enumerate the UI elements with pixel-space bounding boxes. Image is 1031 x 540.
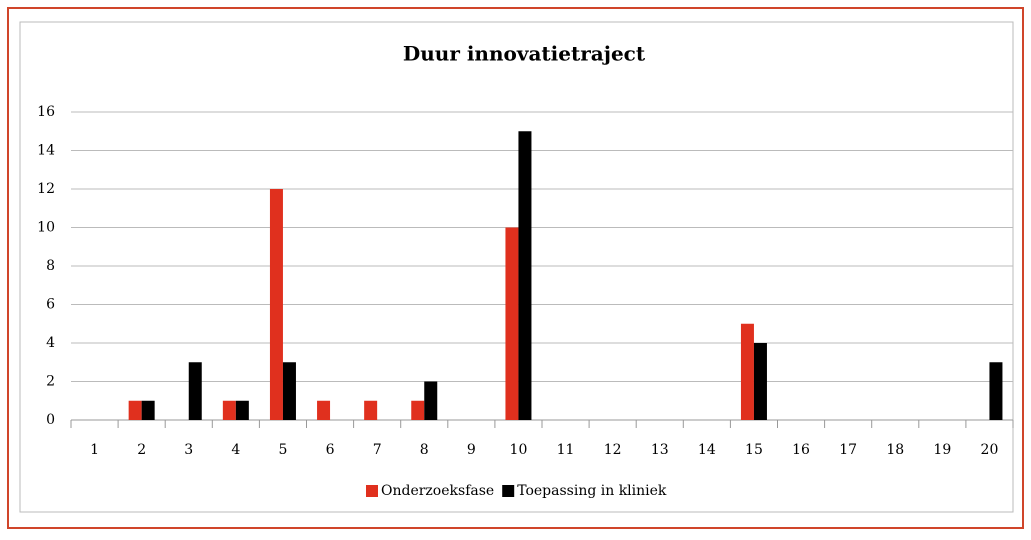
y-tick-label: 4 [46,335,55,351]
x-tick-label: 16 [792,442,810,458]
bar [269,189,283,420]
bar [364,400,378,420]
bar [235,400,249,420]
bar [518,131,532,420]
bar [282,362,296,420]
x-tick-label: 20 [981,442,999,458]
x-tick-label: 11 [557,442,575,458]
y-tick-label: 6 [46,297,55,313]
x-tick-label: 8 [420,442,429,458]
x-tick-label: 18 [886,442,904,458]
bar [740,323,754,420]
y-tick-label: 12 [37,181,55,197]
y-tick-label: 2 [46,374,55,390]
x-tick-label: 19 [933,442,951,458]
y-tick-label: 0 [46,412,55,428]
bar [989,362,1003,420]
x-tick-label: 5 [278,442,287,458]
bar [317,400,331,420]
chart-title: Duur innovatietraject [403,42,646,66]
x-tick-label: 6 [326,442,335,458]
x-tick-label: 9 [467,442,476,458]
legend-label: Toepassing in kliniek [517,483,667,499]
y-tick-label: 8 [46,258,55,274]
legend-label: Onderzoeksfase [381,483,494,499]
x-tick-label: 15 [745,442,763,458]
bar [505,227,519,420]
x-tick-label: 12 [604,442,622,458]
y-tick-label: 10 [37,220,55,236]
bar [424,381,438,420]
bar [222,400,236,420]
x-tick-label: 4 [231,442,240,458]
bar [141,400,155,420]
x-tick-label: 7 [373,442,382,458]
y-tick-label: 14 [37,143,55,159]
bar [188,362,202,420]
legend-swatch [366,485,378,497]
bar [411,400,425,420]
x-tick-label: 2 [137,442,146,458]
x-tick-label: 13 [651,442,669,458]
x-tick-label: 3 [184,442,193,458]
bar [753,343,767,420]
y-tick-label: 16 [37,104,55,120]
legend-swatch [502,485,515,497]
x-tick-label: 1 [90,442,99,458]
x-tick-label: 14 [698,442,716,458]
bar [128,400,142,420]
x-tick-label: 10 [510,442,528,458]
x-tick-label: 17 [839,442,857,458]
